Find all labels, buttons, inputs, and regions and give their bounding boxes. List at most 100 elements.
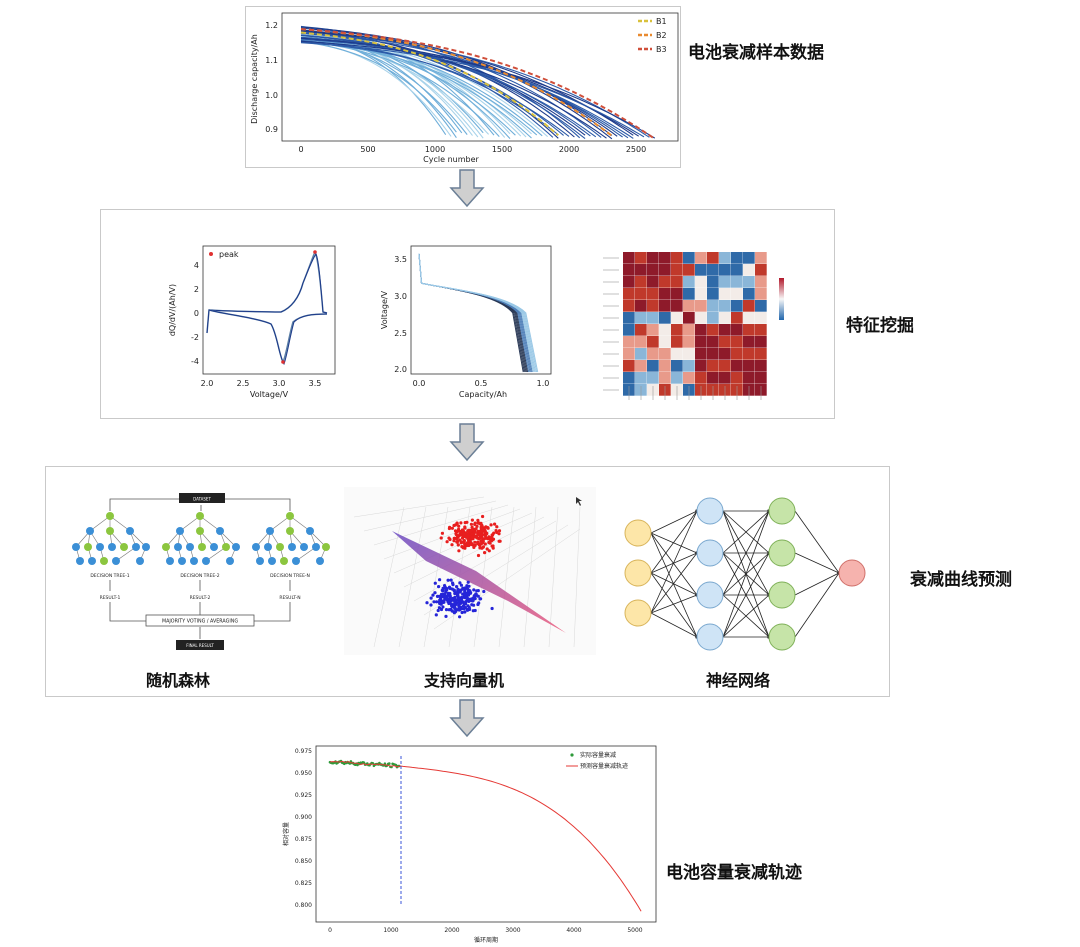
x-tick-label: 2500: [626, 145, 646, 154]
final-result-label: FINAL RESULT: [186, 643, 214, 648]
heatmap-cell: [671, 372, 683, 384]
y-tick-label: 1.0: [265, 91, 278, 100]
tree-node: [96, 543, 104, 551]
class-b-point: [450, 609, 454, 613]
tree-node: [210, 543, 218, 551]
tree-node: [196, 512, 204, 520]
class-b-point: [429, 603, 433, 607]
heatmap-cell: [695, 348, 707, 360]
y-tick-label: 4: [194, 261, 199, 270]
class-b-point: [472, 588, 476, 592]
y-tick-label: 0.975: [295, 748, 312, 755]
class-b-point: [457, 603, 461, 608]
heatmap-cell: [623, 300, 635, 312]
class-a-point: [483, 542, 487, 546]
class-b-point: [461, 586, 465, 590]
nn-neuron: [696, 581, 724, 609]
class-a-point: [456, 534, 460, 538]
heatmap-cell: [707, 264, 719, 276]
nn-neurons: [624, 497, 866, 651]
heatmap-cell: [683, 324, 695, 336]
model-panel: DATASET DECISION TREE-1 DECISION TREE-2 …: [45, 466, 890, 697]
class-a-point: [487, 549, 491, 553]
class-b-point: [457, 600, 461, 604]
heatmap-cell: [755, 300, 767, 312]
class-b-point: [467, 589, 471, 593]
class-a-point: [450, 526, 454, 530]
tree-node: [232, 543, 240, 551]
y-axis-label: Discharge capacity/Ah: [250, 34, 259, 124]
tree-node: [108, 543, 116, 551]
tree-node: [216, 527, 224, 535]
nn-edge: [650, 612, 698, 638]
heatmap-cell: [695, 264, 707, 276]
capacity-curve: [300, 38, 543, 137]
y-tick-label: 1.1: [265, 56, 278, 65]
class-a-point: [488, 541, 492, 545]
y-tick-label: 2.5: [394, 329, 407, 338]
legend-actual: 实际容量衰减: [580, 751, 616, 759]
class-b-point: [458, 615, 462, 619]
heatmap-cell: [647, 348, 659, 360]
class-b-point: [456, 587, 460, 591]
nn-edge: [794, 552, 840, 574]
heatmap-cell: [623, 288, 635, 300]
class-a-point: [470, 525, 474, 529]
heatmap-cell: [635, 324, 647, 336]
class-a-point: [439, 536, 443, 540]
class-a-point: [473, 530, 477, 534]
heatmap-cell: [683, 336, 695, 348]
neural-network-diagram: [624, 497, 866, 651]
heatmap-cell: [635, 348, 647, 360]
class-a-point: [463, 521, 467, 525]
heatmap-cell: [719, 252, 731, 264]
class-b-point: [473, 608, 477, 613]
class-a-point: [490, 533, 494, 537]
class-a-point: [473, 540, 477, 544]
tree-node: [322, 543, 330, 551]
class-a-point: [479, 539, 483, 543]
tree-node: [276, 543, 284, 551]
nn-edge: [650, 532, 698, 638]
class-a-point: [481, 514, 485, 519]
capacity-curves: [300, 25, 656, 140]
heatmap-cell: [743, 360, 755, 372]
heatmap-cell: [647, 324, 659, 336]
nn-neuron: [768, 623, 796, 651]
x-tick-label: 2.0: [201, 379, 214, 388]
down-arrow-icon: [449, 699, 485, 738]
tree-node: [132, 543, 140, 551]
x-tick-label: 0.0: [413, 379, 426, 388]
nn-neuron: [768, 539, 796, 567]
svm-hyperplane: [392, 531, 566, 633]
actual-point: [356, 763, 359, 767]
class-a-point: [491, 546, 495, 550]
tree-node: [196, 527, 204, 535]
heatmap-cell: [623, 336, 635, 348]
heatmap-cell: [671, 276, 683, 288]
x-tick-label: 0: [298, 145, 303, 154]
heatmap-axis-labels: [603, 257, 762, 400]
x-axis-label: Cycle number: [423, 155, 479, 164]
class-b-point: [441, 605, 445, 609]
heatmap-cell: [707, 372, 719, 384]
tree-node: [178, 557, 186, 565]
heatmap-colorbar: [779, 278, 784, 320]
tree-node: [100, 557, 108, 565]
heatmap-cell: [731, 300, 743, 312]
heatmap-cell: [659, 252, 671, 264]
capacity-curve: [300, 38, 634, 139]
heatmap-cell: [755, 348, 767, 360]
nn-neuron: [768, 497, 796, 525]
class-b-point: [449, 602, 453, 606]
heatmap-cell: [695, 300, 707, 312]
class-b-point: [444, 614, 448, 618]
tree-node: [266, 527, 274, 535]
tree-node: [88, 557, 96, 565]
heatmap-cell: [695, 336, 707, 348]
tree-node: [292, 557, 300, 565]
tree-node: [106, 527, 114, 535]
x-tick-label: 0: [328, 927, 332, 934]
stage-label-sample-data: 电池衰减样本数据: [688, 43, 824, 63]
nn-neuron: [696, 497, 724, 525]
